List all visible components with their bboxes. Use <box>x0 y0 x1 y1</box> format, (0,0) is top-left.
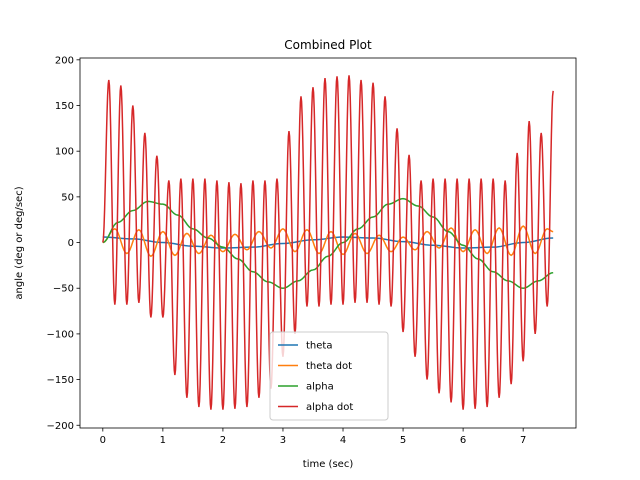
y-tick-label: −150 <box>47 375 74 386</box>
y-tick-label: −200 <box>47 421 74 432</box>
x-tick-label: 5 <box>400 435 406 446</box>
legend-label: alpha <box>306 382 334 393</box>
y-tick-label: 0 <box>68 238 74 249</box>
x-axis: 0 1 2 3 4 5 6 7 <box>100 428 526 446</box>
y-tick-label: 100 <box>55 147 74 158</box>
y-axis-label: angle (deg or deg/sec) <box>14 186 25 299</box>
x-tick-label: 1 <box>160 435 166 446</box>
y-tick-label: 200 <box>55 55 74 66</box>
y-tick-label: 150 <box>55 101 74 112</box>
series-line-alpha-dot <box>102 75 554 410</box>
x-tick-label: 6 <box>460 435 466 446</box>
x-tick-label: 0 <box>100 435 106 446</box>
x-tick-label: 4 <box>340 435 346 446</box>
legend-box <box>269 331 389 421</box>
y-tick-label: −100 <box>47 329 74 340</box>
x-axis-label: time (sec) <box>303 459 354 470</box>
axes-frame <box>79 57 577 429</box>
y-axis: −200 −150 −100 −50 0 50 100 150 200 <box>47 55 80 432</box>
legend-label: theta dot <box>306 361 352 372</box>
x-tick-label: 2 <box>220 435 226 446</box>
x-tick-label: 3 <box>280 435 286 446</box>
legend: theta theta dot alpha alpha dot <box>269 331 389 421</box>
y-tick-label: 50 <box>61 192 74 203</box>
legend-label: alpha dot <box>306 402 353 413</box>
chart-title: Combined Plot <box>284 38 372 52</box>
x-tick-label: 7 <box>520 435 526 446</box>
y-tick-label: −50 <box>53 284 74 295</box>
legend-label: theta <box>306 341 332 352</box>
plot-area <box>102 75 554 410</box>
